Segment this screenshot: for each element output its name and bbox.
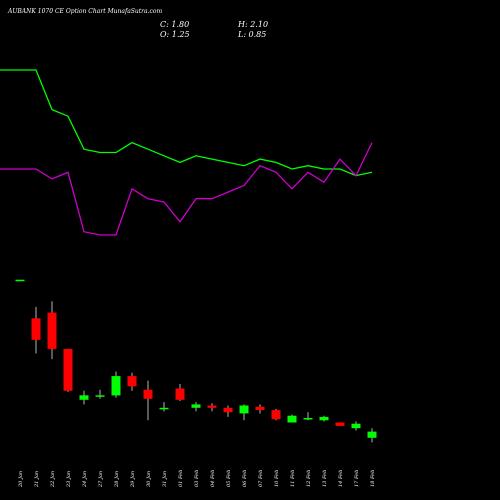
chart-title: AUBANK 1070 CE Option Chart MunafaSutra.… <box>8 8 163 15</box>
close-label: C: 1.80 <box>160 20 190 29</box>
candle-body <box>367 431 377 438</box>
candle-body <box>287 415 297 423</box>
candle-body <box>79 395 89 400</box>
candle <box>95 389 105 399</box>
candle-body <box>255 406 265 411</box>
candle <box>223 405 233 417</box>
candle <box>47 301 57 360</box>
candle <box>255 404 265 414</box>
x-tick-label: 23 Jan <box>66 471 72 488</box>
candle-body <box>63 348 73 391</box>
candle-body <box>239 405 249 414</box>
x-tick-label: 29 Jan <box>130 471 136 488</box>
candle-body <box>31 318 41 340</box>
x-axis-ticks: 20 Jan 21 Jan 22 Jan 23 Jan 24 Jan 27 Jan 28 J… <box>18 470 376 488</box>
candles <box>15 279 377 443</box>
x-tick-label: 28 Jan <box>114 471 120 488</box>
candle <box>239 404 249 421</box>
x-tick-label: 04 Feb <box>210 470 216 487</box>
candle-body <box>351 423 361 429</box>
x-tick-label: 14 Feb <box>338 470 344 487</box>
x-tick-label: 11 Feb <box>290 470 296 487</box>
x-tick-label: 18 Feb <box>370 470 376 487</box>
candle-body <box>335 422 345 426</box>
x-tick-label: 22 Jan <box>50 471 56 488</box>
candle <box>63 348 73 392</box>
x-tick-label: 06 Feb <box>242 470 248 487</box>
x-tick-label: 27 Jan <box>98 471 104 488</box>
x-tick-label: 13 Feb <box>322 470 328 487</box>
candle <box>287 414 297 423</box>
candle-body <box>127 376 137 387</box>
candle <box>31 306 41 354</box>
candle <box>143 380 153 421</box>
candle <box>191 402 201 412</box>
candle-body <box>15 279 25 282</box>
x-tick-label: 03 Feb <box>194 470 200 487</box>
candle-body <box>207 405 217 408</box>
candle-body <box>303 418 313 420</box>
candle-body <box>191 404 201 408</box>
x-tick-label: 01 Feb <box>178 470 184 487</box>
candle <box>335 422 345 426</box>
candle <box>127 372 137 391</box>
x-tick-label: 10 Feb <box>274 470 280 487</box>
candle-body <box>319 416 329 421</box>
x-tick-label: 31 Jan <box>162 471 168 487</box>
candle <box>303 412 313 421</box>
candle <box>79 390 89 405</box>
candle <box>15 279 25 282</box>
x-tick-label: 24 Jan <box>82 471 88 488</box>
candle <box>271 408 281 421</box>
candle <box>319 415 329 422</box>
low-label: L: 0.85 <box>238 30 267 39</box>
x-tick-label: 21 Jan <box>34 471 40 488</box>
indicator-line-2 <box>0 142 373 236</box>
candle <box>207 403 217 412</box>
candle-body <box>175 388 185 400</box>
high-label: H: 2.10 <box>238 20 269 29</box>
candle-body <box>95 395 105 397</box>
x-tick-label: 20 Jan <box>18 471 24 488</box>
indicator-line-1 <box>0 69 373 177</box>
candle <box>175 384 185 401</box>
indicator-lines <box>0 69 373 236</box>
x-tick-label: 30 Jan <box>146 471 152 487</box>
x-tick-label: 17 Feb <box>354 470 360 487</box>
candle-body <box>223 407 233 413</box>
candle-body <box>159 407 169 410</box>
candle-body <box>111 376 121 396</box>
x-tick-label: 12 Feb <box>306 470 312 487</box>
candle <box>159 402 169 412</box>
candle <box>367 428 377 443</box>
candle-body <box>143 389 153 399</box>
x-tick-label: 05 Feb <box>226 470 232 487</box>
candle-body <box>47 312 57 349</box>
x-tick-label: 07 Feb <box>258 470 264 487</box>
candle <box>111 371 121 398</box>
candle <box>351 421 361 431</box>
open-label: O: 1.25 <box>160 30 190 39</box>
candle-body <box>271 410 281 420</box>
